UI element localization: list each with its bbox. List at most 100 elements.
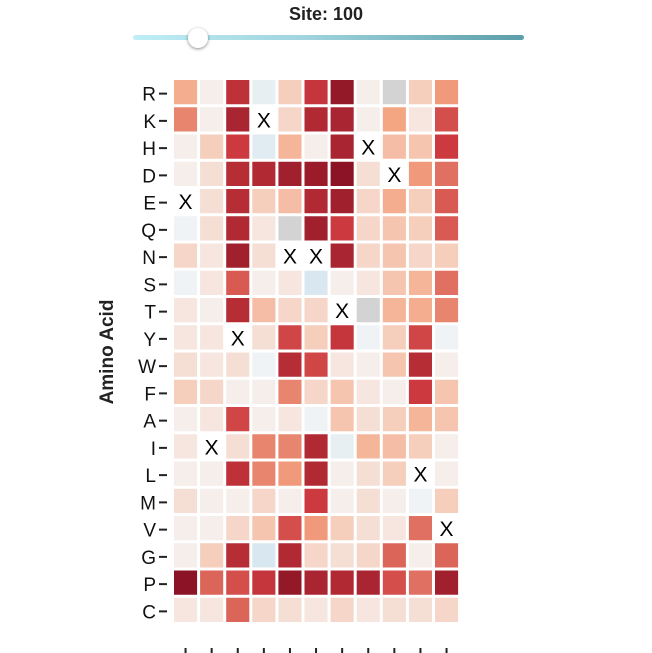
heatmap-cell-H-2[interactable]: [200, 134, 224, 159]
heatmap-cell-W-6[interactable]: [304, 352, 328, 377]
heatmap-cell-R-3[interactable]: [226, 80, 250, 105]
heatmap-cell-A-3[interactable]: [226, 407, 250, 432]
heatmap-cell-I-11[interactable]: [435, 434, 459, 459]
heatmap-cell-D-7[interactable]: [330, 161, 354, 186]
heatmap-cell-L-3[interactable]: [226, 461, 250, 486]
heatmap-cell-N-11[interactable]: [435, 243, 459, 268]
heatmap-cell-V-6[interactable]: [304, 516, 328, 541]
heatmap-cell-Q-1[interactable]: [174, 216, 198, 241]
heatmap-cell-N-4[interactable]: [252, 243, 276, 268]
heatmap-cell-G-9[interactable]: [382, 543, 406, 568]
heatmap-cell-I-5[interactable]: [278, 434, 302, 459]
heatmap-cell-T-8[interactable]: [356, 298, 380, 323]
heatmap-cell-E-4[interactable]: [252, 189, 276, 214]
heatmap-cell-S-2[interactable]: [200, 270, 224, 295]
site-slider-handle[interactable]: [188, 28, 209, 48]
heatmap-cell-E-10[interactable]: [408, 189, 432, 214]
heatmap-cell-S-6[interactable]: [304, 270, 328, 295]
heatmap-cell-M-1[interactable]: [174, 488, 198, 513]
heatmap-cell-L-1[interactable]: [174, 461, 198, 486]
heatmap-cell-Q-3[interactable]: [226, 216, 250, 241]
heatmap-cell-Q-4[interactable]: [252, 216, 276, 241]
heatmap-cell-T-4[interactable]: [252, 298, 276, 323]
heatmap-cell-C-8[interactable]: [356, 597, 380, 622]
heatmap-cell-C-4[interactable]: [252, 597, 276, 622]
heatmap-cell-V-8[interactable]: [356, 516, 380, 541]
heatmap-cell-H-1[interactable]: [174, 134, 198, 159]
heatmap-cell-H-6[interactable]: [304, 134, 328, 159]
heatmap-cell-N-2[interactable]: [200, 243, 224, 268]
heatmap-cell-Y-5[interactable]: [278, 325, 302, 350]
heatmap-cell-P-5[interactable]: [278, 570, 302, 595]
heatmap-cell-K-9[interactable]: [382, 107, 406, 132]
heatmap-cell-M-10[interactable]: [408, 488, 432, 513]
heatmap-cell-Y-3[interactable]: [226, 325, 250, 350]
heatmap-cell-I-3[interactable]: [226, 434, 250, 459]
heatmap-cell-T-6[interactable]: [304, 298, 328, 323]
heatmap-cell-I-8[interactable]: [356, 434, 380, 459]
heatmap-cell-I-10[interactable]: [408, 434, 432, 459]
heatmap-cell-I-1[interactable]: [174, 434, 198, 459]
heatmap-cell-M-3[interactable]: [226, 488, 250, 513]
heatmap-cell-G-5[interactable]: [278, 543, 302, 568]
heatmap-cell-W-8[interactable]: [356, 352, 380, 377]
heatmap-cell-V-3[interactable]: [226, 516, 250, 541]
heatmap-cell-H-5[interactable]: [278, 134, 302, 159]
heatmap-cell-Y-7[interactable]: [330, 325, 354, 350]
heatmap-cell-M-2[interactable]: [200, 488, 224, 513]
heatmap-cell-W-5[interactable]: [278, 352, 302, 377]
heatmap-cell-K-8[interactable]: [356, 107, 380, 132]
heatmap-cell-N-3[interactable]: [226, 243, 250, 268]
heatmap-cell-W-7[interactable]: [330, 352, 354, 377]
heatmap-cell-Q-5[interactable]: [278, 216, 302, 241]
heatmap-cell-C-9[interactable]: [382, 597, 406, 622]
heatmap-cell-Y-2[interactable]: [200, 325, 224, 350]
heatmap-cell-V-7[interactable]: [330, 516, 354, 541]
heatmap-cell-P-9[interactable]: [382, 570, 406, 595]
heatmap-cell-L-4[interactable]: [252, 461, 276, 486]
heatmap-cell-D-6[interactable]: [304, 161, 328, 186]
heatmap-cell-F-5[interactable]: [278, 379, 302, 404]
heatmap-cell-T-2[interactable]: [200, 298, 224, 323]
heatmap-cell-D-5[interactable]: [278, 161, 302, 186]
heatmap-cell-D-3[interactable]: [226, 161, 250, 186]
heatmap-cell-L-8[interactable]: [356, 461, 380, 486]
heatmap-cell-R-5[interactable]: [278, 80, 302, 105]
heatmap-cell-L-11[interactable]: [435, 461, 459, 486]
heatmap-cell-E-7[interactable]: [330, 189, 354, 214]
heatmap-cell-R-4[interactable]: [252, 80, 276, 105]
heatmap-cell-F-8[interactable]: [356, 379, 380, 404]
heatmap-cell-W-1[interactable]: [174, 352, 198, 377]
heatmap-cell-N-7[interactable]: [330, 243, 354, 268]
heatmap-cell-C-10[interactable]: [408, 597, 432, 622]
heatmap-cell-A-4[interactable]: [252, 407, 276, 432]
heatmap-cell-F-6[interactable]: [304, 379, 328, 404]
heatmap-cell-E-5[interactable]: [278, 189, 302, 214]
heatmap-cell-R-9[interactable]: [382, 80, 406, 105]
heatmap-cell-D-1[interactable]: [174, 161, 198, 186]
heatmap-cell-F-4[interactable]: [252, 379, 276, 404]
heatmap-cell-I-2[interactable]: [200, 434, 224, 459]
heatmap-cell-K-11[interactable]: [435, 107, 459, 132]
heatmap-cell-N-5[interactable]: [278, 243, 302, 268]
heatmap-cell-P-2[interactable]: [200, 570, 224, 595]
heatmap-cell-C-1[interactable]: [174, 597, 198, 622]
heatmap-cell-E-1[interactable]: [174, 189, 198, 214]
heatmap-cell-Y-1[interactable]: [174, 325, 198, 350]
heatmap-cell-E-8[interactable]: [356, 189, 380, 214]
heatmap-cell-E-9[interactable]: [382, 189, 406, 214]
heatmap-cell-C-7[interactable]: [330, 597, 354, 622]
heatmap-cell-L-10[interactable]: [408, 461, 432, 486]
heatmap-cell-S-10[interactable]: [408, 270, 432, 295]
heatmap-cell-V-2[interactable]: [200, 516, 224, 541]
heatmap-cell-Q-8[interactable]: [356, 216, 380, 241]
heatmap-cell-K-6[interactable]: [304, 107, 328, 132]
heatmap-cell-L-2[interactable]: [200, 461, 224, 486]
heatmap-cell-A-2[interactable]: [200, 407, 224, 432]
heatmap-cell-Y-9[interactable]: [382, 325, 406, 350]
heatmap-cell-N-1[interactable]: [174, 243, 198, 268]
heatmap-cell-P-8[interactable]: [356, 570, 380, 595]
heatmap-cell-G-6[interactable]: [304, 543, 328, 568]
heatmap-cell-Q-2[interactable]: [200, 216, 224, 241]
heatmap-cell-H-3[interactable]: [226, 134, 250, 159]
